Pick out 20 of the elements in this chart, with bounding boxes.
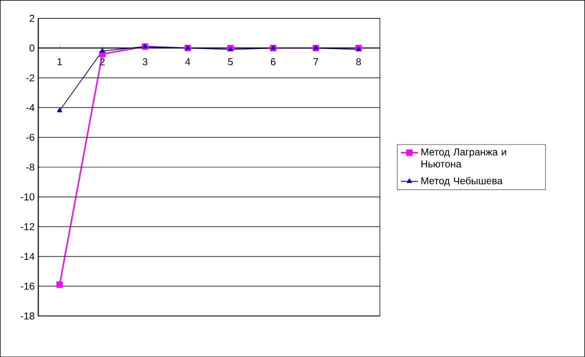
legend-label: Метод Лагранжа и Ньютона	[421, 148, 506, 168]
y-tick-label: -14	[20, 252, 34, 260]
y-tick-label: -12	[20, 223, 34, 230]
x-tick-label: 7	[314, 58, 318, 65]
y-tick-label: -18	[20, 312, 34, 320]
x-tick-label: 8	[356, 58, 361, 66]
y-tick-label: -2	[26, 74, 34, 82]
y-tick-label: -8	[26, 163, 34, 171]
y-tick-label: -16	[20, 282, 34, 290]
legend-label: Метод Чебышева	[421, 176, 503, 186]
x-tick-label: 5	[228, 58, 233, 66]
x-tick-label: 1	[58, 58, 62, 65]
x-tick-label: 3	[142, 58, 148, 66]
y-tick-label: -4	[26, 104, 34, 111]
x-tick-label: 6	[270, 58, 276, 66]
y-tick-label: -6	[26, 134, 34, 141]
y-tick-label: 0	[30, 44, 34, 52]
x-tick-label: 4	[185, 58, 190, 65]
y-tick-label: 2	[30, 14, 34, 22]
y-tick-label: -10	[20, 193, 34, 200]
